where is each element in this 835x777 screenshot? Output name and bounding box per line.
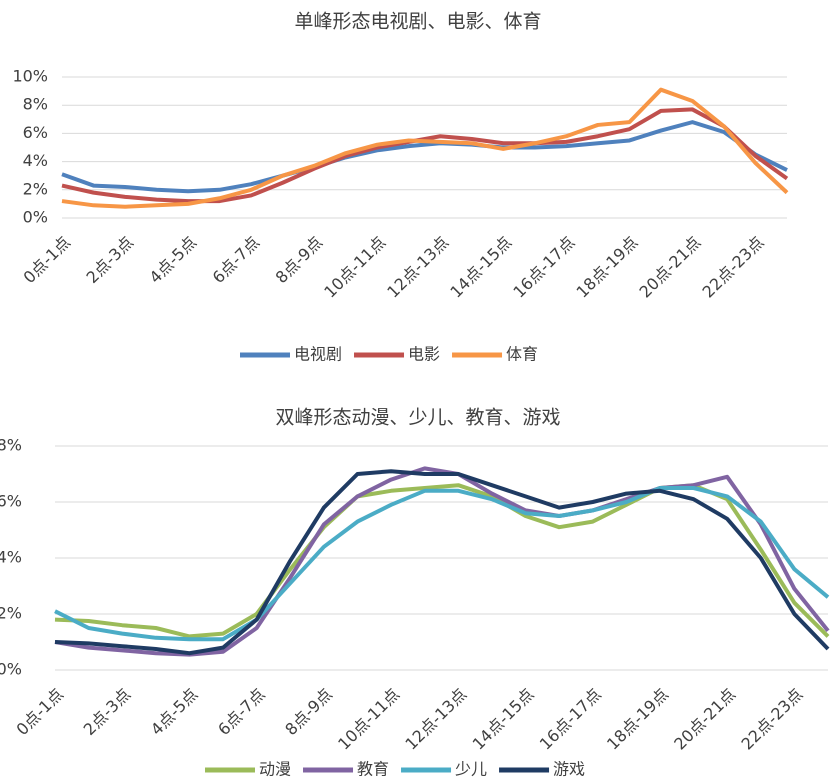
legend-label: 少儿: [455, 760, 487, 777]
x-tick-label: 8点-9点: [272, 233, 327, 288]
y-tick-label: 2%: [23, 179, 48, 198]
legend-label: 教育: [357, 760, 389, 777]
x-tick-label: 22点-23点: [699, 233, 768, 302]
y-tick-label: 6%: [23, 123, 48, 142]
x-tick-label: 20点-21点: [636, 233, 705, 302]
x-tick-label: 22点-23点: [737, 685, 806, 754]
x-tick-label: 16点-17点: [536, 685, 605, 754]
x-tick-label: 18点-19点: [572, 233, 641, 302]
y-tick-label: 4%: [0, 548, 22, 567]
line-series: [61, 107, 789, 204]
y-tick-label: 6%: [0, 492, 22, 511]
x-tick-label: 10点-11点: [320, 233, 389, 302]
line-series: [61, 87, 789, 209]
x-tick-label: 10点-11点: [334, 685, 403, 754]
x-tick-label: 6点-7点: [209, 233, 264, 288]
y-tick-label: 8%: [23, 95, 48, 114]
y-tick-label: 4%: [23, 151, 48, 170]
x-tick-label: 6点-7点: [214, 685, 269, 740]
legend-label: 体育: [506, 345, 538, 364]
x-tick-label: 2点-3点: [80, 685, 135, 740]
x-tick-label: 14点-15点: [469, 685, 538, 754]
y-tick-label: 0%: [0, 660, 22, 679]
x-tick-label: 14点-15点: [446, 233, 515, 302]
line-series: [61, 120, 788, 194]
line-series: [54, 486, 830, 642]
x-tick-label: 18点-19点: [603, 685, 672, 754]
x-tick-label: 16点-17点: [509, 233, 578, 302]
chart-title: 双峰形态动漫、少儿、教育、游戏: [275, 407, 560, 429]
x-tick-label: 12点-13点: [383, 233, 452, 302]
x-tick-label: 12点-13点: [401, 685, 470, 754]
legend-label: 游戏: [553, 760, 585, 777]
y-tick-label: 0%: [23, 208, 48, 227]
legend-label: 动漫: [259, 760, 291, 777]
line-series: [54, 466, 830, 657]
x-tick-label: 2点-3点: [83, 233, 138, 288]
y-tick-label: 8%: [0, 436, 22, 455]
y-tick-label: 2%: [0, 604, 22, 623]
x-tick-label: 4点-5点: [146, 233, 201, 288]
x-tick-label: 0点-1点: [12, 685, 67, 740]
legend-label: 电影: [408, 345, 440, 364]
x-tick-label: 8点-9点: [281, 685, 336, 740]
chart-title: 单峰形态电视剧、电影、体育: [294, 11, 541, 33]
x-tick-label: 0点-1点: [19, 233, 74, 288]
y-tick-label: 10%: [12, 67, 48, 86]
x-tick-label: 20点-21点: [670, 685, 739, 754]
legend-label: 电视剧: [294, 345, 342, 364]
x-tick-label: 4点-5点: [147, 685, 202, 740]
line-series: [54, 469, 830, 656]
